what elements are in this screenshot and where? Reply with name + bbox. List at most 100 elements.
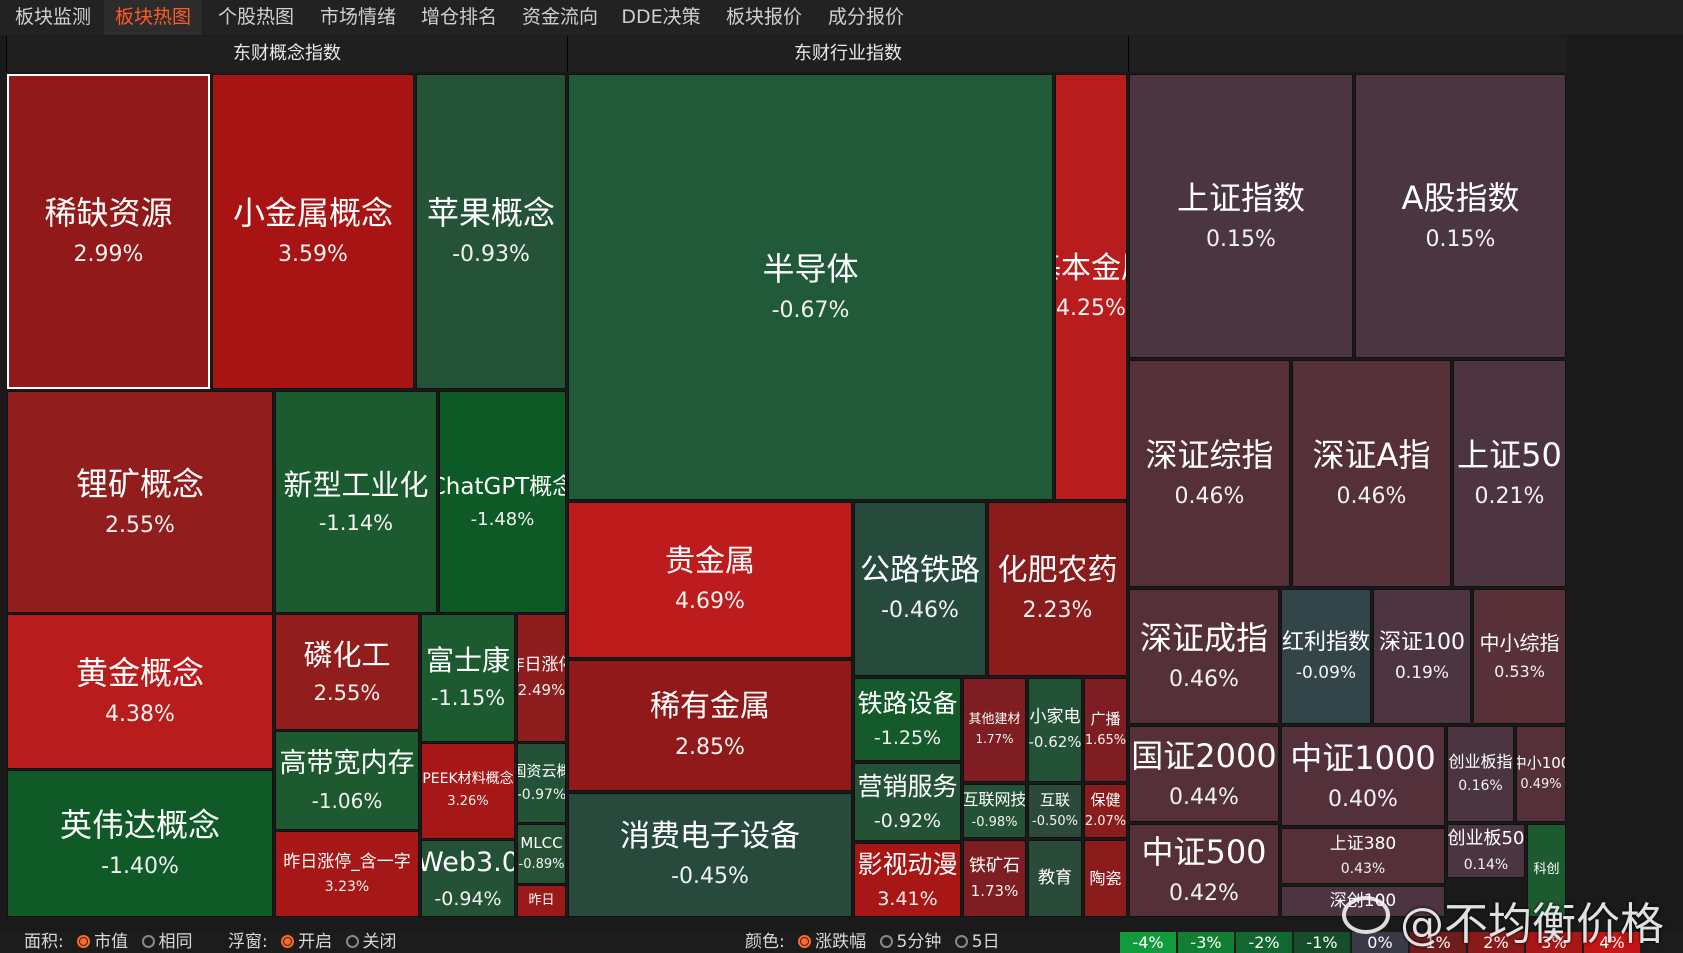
sector-tile[interactable]: 昨日涨停_含一字 3.23% — [275, 831, 419, 917]
sector-tile[interactable]: 深证综指 0.46% — [1129, 360, 1290, 587]
sector-tile[interactable]: 中小综指 0.53% — [1473, 589, 1566, 724]
float-option-on[interactable]: 开启 — [273, 932, 332, 952]
sector-tile[interactable]: 英伟达概念 -1.40% — [7, 770, 273, 917]
color-option-5day[interactable]: 5日 — [947, 932, 1000, 952]
tab-capital-flow[interactable]: 资金流向 — [521, 6, 598, 28]
sector-tile[interactable]: 其他建材 1.77% — [963, 678, 1026, 782]
sector-tile[interactable]: 基本金属 4.25% — [1055, 74, 1127, 500]
sector-name: 红利指数 — [1282, 629, 1371, 655]
sector-tile[interactable]: PEEK材料概念 3.26% — [421, 743, 515, 839]
sector-change: 0.40% — [1328, 786, 1398, 812]
sector-tile[interactable]: 深证100 0.19% — [1373, 589, 1471, 724]
sector-tile[interactable]: 昨日 — [517, 885, 566, 917]
sector-tile[interactable]: ChatGPT概念 -1.48% — [439, 391, 566, 613]
sector-name: 影视动漫 — [857, 849, 958, 879]
sector-tile[interactable]: 小金属概念 3.59% — [212, 74, 414, 389]
sector-tile[interactable]: A股指数 0.15% — [1355, 74, 1566, 358]
sector-tile[interactable]: 创业板指 0.16% — [1447, 726, 1514, 822]
sector-tile[interactable]: 广播 1.65% — [1084, 678, 1127, 782]
sector-tile[interactable]: 互联 -0.50% — [1028, 784, 1082, 838]
tab-market-sentiment[interactable]: 市场情绪 — [319, 6, 396, 28]
sector-tile[interactable]: 中证1000 0.40% — [1281, 726, 1445, 826]
sector-tile[interactable]: 公路铁路 -0.46% — [854, 502, 986, 676]
sector-tile[interactable]: 中证500 0.42% — [1129, 824, 1279, 917]
area-option-equal[interactable]: 相同 — [134, 932, 193, 952]
sector-tile[interactable]: 深证A指 0.46% — [1292, 360, 1451, 587]
sector-change: -0.50% — [1032, 814, 1078, 830]
tab-stock-heatmap[interactable]: 个股热图 — [217, 6, 294, 28]
sector-change: -1.40% — [101, 854, 179, 880]
sector-tile[interactable]: 国证2000 0.44% — [1129, 726, 1279, 822]
sector-tile[interactable]: 稀有金属 2.85% — [568, 660, 852, 791]
legend-cell: -4% — [1120, 932, 1176, 953]
sector-tile[interactable]: 半导体 -0.67% — [568, 74, 1053, 500]
sector-tile[interactable]: 上证50 0.21% — [1453, 360, 1566, 587]
sector-name: Web3.0 — [421, 846, 515, 878]
float-option-off[interactable]: 关闭 — [338, 932, 397, 952]
area-option-group: 面积: 市值 相同 — [24, 932, 193, 953]
sector-tile[interactable]: 苹果概念 -0.93% — [416, 74, 566, 389]
sector-tile[interactable]: 化肥农药 2.23% — [988, 502, 1127, 676]
sector-change: 3.59% — [278, 242, 348, 268]
sector-tile[interactable]: 贵金属 4.69% — [568, 502, 852, 658]
sector-tile[interactable]: 营销服务 -0.92% — [854, 763, 961, 841]
sector-name: 中证500 — [1141, 833, 1267, 872]
sector-tile[interactable]: 创业板50 0.14% — [1447, 824, 1525, 878]
sector-tile[interactable]: Web3.0 -0.94% — [421, 840, 515, 917]
sector-tile[interactable]: 高带宽内存 -1.06% — [275, 731, 419, 830]
sector-name: 昨日 — [528, 892, 555, 908]
sector-name: 中小综指 — [1479, 630, 1560, 655]
tab-sector-monitor[interactable]: 板块监测 — [14, 6, 91, 28]
sector-tile[interactable]: 上证指数 0.15% — [1129, 74, 1353, 358]
sector-tile[interactable]: 国资云概 -0.97% — [517, 743, 566, 823]
sector-tile[interactable]: 磷化工 2.55% — [275, 614, 419, 730]
tab-sector-quote[interactable]: 板块报价 — [725, 6, 802, 28]
sector-change: -0.92% — [873, 809, 942, 832]
sector-name: 科创 — [1533, 862, 1560, 878]
sector-tile[interactable]: 锂矿概念 2.55% — [7, 391, 273, 613]
sector-tile[interactable]: 小家电 -0.62% — [1028, 678, 1082, 782]
sector-tile[interactable]: 陶瓷 — [1084, 840, 1127, 917]
tab-dde-decision[interactable]: DDE决策 — [621, 6, 701, 28]
sector-tile[interactable]: 稀缺资源 2.99% — [7, 74, 210, 389]
sector-tile[interactable]: 教育 — [1028, 840, 1082, 917]
sector-name: 黄金概念 — [75, 654, 204, 693]
sector-tile[interactable]: 互联网技 -0.98% — [963, 784, 1026, 838]
tab-sector-heatmap[interactable]: 板块热图 — [104, 0, 202, 35]
tab-position-ranking[interactable]: 增仓排名 — [420, 6, 497, 28]
color-option-change[interactable]: 涨跌幅 — [790, 932, 866, 952]
color-option-5min[interactable]: 5分钟 — [872, 932, 941, 952]
sector-tile[interactable]: 新型工业化 -1.14% — [275, 391, 437, 613]
legend-cell: -1% — [1294, 932, 1350, 953]
sector-name: 互联网技 — [963, 790, 1026, 810]
sector-name: 中小100 — [1517, 753, 1565, 772]
sector-change: 4.69% — [675, 589, 745, 615]
sector-tile[interactable]: 中小100 0.49% — [1516, 726, 1566, 822]
sector-name: 苹果概念 — [426, 194, 555, 233]
sector-tile[interactable]: 昨日涨停 2.49% — [517, 614, 566, 742]
sector-name: 昨日涨停_含一字 — [283, 851, 411, 872]
sector-tile[interactable]: 影视动漫 3.41% — [854, 843, 961, 917]
sector-tile[interactable]: 红利指数 -0.09% — [1281, 589, 1371, 724]
sector-tile[interactable]: MLCC -0.89% — [517, 824, 566, 884]
sector-tile[interactable]: 科创 — [1527, 824, 1566, 917]
sector-tile[interactable]: 消费电子设备 -0.45% — [568, 793, 852, 917]
sector-change: 2.49% — [517, 681, 566, 700]
sector-tile[interactable]: 上证380 0.43% — [1281, 828, 1445, 884]
sector-tile[interactable]: 富士康 -1.15% — [421, 614, 515, 742]
sector-change: -1.15% — [430, 686, 506, 711]
sector-tile[interactable]: 黄金概念 4.38% — [7, 614, 273, 769]
sector-tile[interactable]: 保健 2.07% — [1084, 784, 1127, 838]
sector-name: 铁矿石 — [969, 855, 1020, 876]
sector-change: 0.44% — [1169, 784, 1239, 810]
sector-name: 英伟达概念 — [59, 806, 220, 845]
sector-change: -0.45% — [671, 864, 749, 890]
sector-tile[interactable]: 铁矿石 1.73% — [963, 840, 1026, 917]
sector-change: 3.41% — [877, 887, 938, 910]
sector-tile[interactable]: 深证成指 0.46% — [1129, 589, 1279, 724]
area-option-market-cap[interactable]: 市值 — [69, 932, 128, 952]
tab-component-quote[interactable]: 成分报价 — [827, 6, 904, 28]
sector-tile[interactable]: 铁路设备 -1.25% — [854, 678, 961, 761]
sector-name: 小金属概念 — [232, 194, 393, 233]
sector-change: -0.89% — [518, 857, 565, 873]
